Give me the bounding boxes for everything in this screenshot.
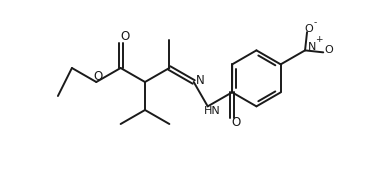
Text: N: N [308, 42, 316, 52]
Text: O: O [305, 24, 314, 34]
Text: HN: HN [204, 106, 221, 116]
Text: O: O [324, 45, 333, 55]
Text: +: + [315, 35, 323, 44]
Text: -: - [314, 18, 317, 27]
Text: O: O [231, 116, 241, 129]
Text: O: O [94, 70, 103, 82]
Text: N: N [196, 73, 205, 87]
Text: O: O [120, 30, 129, 43]
